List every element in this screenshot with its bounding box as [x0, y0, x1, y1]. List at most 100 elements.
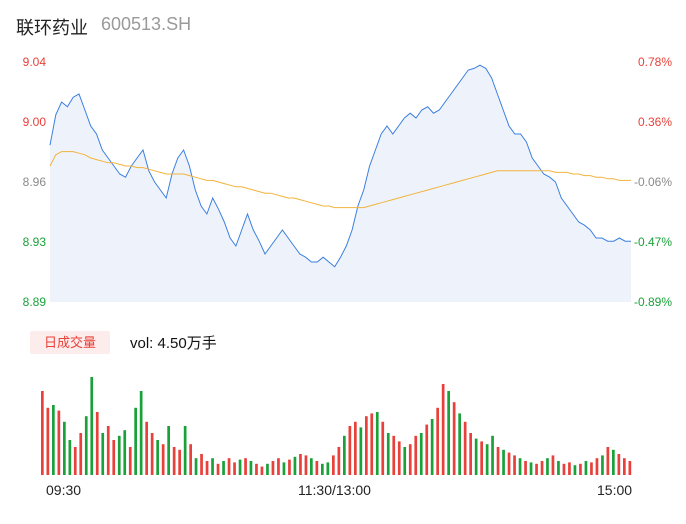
volume-bar [211, 458, 214, 475]
volume-bar [623, 458, 626, 475]
volume-bar [90, 377, 94, 475]
volume-bar [628, 461, 632, 475]
x-tick-midday: 11:30/13:00 [298, 482, 371, 498]
volume-bar [480, 441, 483, 475]
volume-bar [513, 455, 516, 475]
volume-bar [524, 461, 527, 475]
volume-bar [95, 412, 99, 475]
volume-bar [414, 435, 418, 475]
volume-bar [606, 447, 610, 475]
volume-bar [134, 407, 137, 475]
volume-bar [612, 449, 615, 475]
volume-badge: 日成交量 [30, 331, 110, 354]
volume-bar [260, 466, 264, 475]
volume-bar [52, 405, 55, 475]
volume-bar [425, 424, 429, 475]
y-tick-price-0: 9.04 [22, 55, 46, 69]
volume-bar [452, 402, 456, 475]
volume-bar [386, 433, 390, 475]
volume-bar [128, 447, 132, 475]
volume-bar [216, 463, 220, 475]
volume-bar [271, 461, 275, 475]
volume-bar [315, 461, 319, 475]
y-tick-pct-0: 0.78% [637, 55, 672, 69]
volume-bar [57, 410, 61, 475]
volume-bar [502, 449, 505, 475]
volume-bar [145, 421, 148, 475]
volume-bar [326, 462, 330, 475]
y-tick-price-2: 8.96 [22, 175, 46, 189]
volume-bar [112, 440, 116, 475]
volume-bar [139, 391, 143, 475]
volume-bar [375, 412, 379, 475]
volume-bar [441, 384, 445, 475]
volume-bar [397, 441, 401, 475]
volume-bar [227, 458, 231, 475]
volume-bar [244, 458, 247, 475]
volume-bar [557, 461, 560, 475]
volume-value: vol: 4.50万手 [130, 335, 217, 352]
price-line [49, 64, 631, 268]
volume-bar [156, 440, 159, 475]
volume-bar [233, 462, 236, 475]
volume-bar [101, 433, 105, 475]
volume-bar [447, 391, 450, 475]
volume-bar [573, 465, 577, 475]
volume-bar [343, 435, 346, 475]
volume-bar [79, 433, 83, 475]
volume-bar [365, 416, 368, 475]
y-tick-pct-2: -0.06% [633, 175, 672, 189]
volume-bar [161, 444, 165, 475]
volume-bar [590, 462, 593, 475]
y-tick-price-1: 9.00 [22, 115, 46, 129]
volume-bar [354, 421, 357, 475]
volume-bar [249, 461, 253, 475]
volume-bar [238, 459, 242, 475]
y-tick-price-4: 8.89 [22, 295, 46, 309]
volume-bar [63, 421, 66, 475]
volume-bar [568, 462, 571, 475]
volume-bar [183, 426, 187, 475]
volume-bar [73, 447, 77, 475]
volume-bar [123, 430, 127, 475]
volume-bar [150, 433, 154, 475]
y-tick-pct-3: -0.47% [633, 235, 672, 249]
volume-bar [595, 458, 599, 475]
volume-bar [601, 455, 604, 475]
volume-bar [337, 447, 341, 475]
volume-bar [535, 463, 538, 475]
volume-bar [496, 447, 500, 475]
volume-bar [41, 391, 44, 475]
volume-bar [430, 419, 434, 475]
volume-bar [332, 455, 335, 475]
average-line [49, 151, 631, 209]
volume-bar [463, 421, 467, 475]
volume-bar [485, 444, 489, 475]
volume-bar [491, 435, 494, 475]
volume-bar [518, 458, 522, 475]
volume-bar [403, 447, 407, 475]
volume-bar [359, 427, 363, 475]
x-tick-close: 15:00 [597, 482, 633, 498]
volume-bar [370, 413, 374, 475]
y-tick-pct-1: 0.36% [637, 115, 672, 129]
volume-bar [507, 452, 511, 475]
volume-bar [436, 407, 439, 475]
volume-bar [200, 454, 203, 475]
volume-bar [68, 440, 72, 475]
volume-bar [293, 456, 297, 475]
y-tick-price-3: 8.93 [22, 235, 46, 249]
volume-bar [551, 455, 555, 475]
volume-bar [189, 444, 192, 475]
volume-bar [117, 435, 121, 475]
volume-bar [288, 459, 291, 475]
y-tick-pct-4: -0.89% [633, 295, 672, 309]
volume-bar [106, 426, 110, 475]
volume-bar [540, 461, 544, 475]
volume-bar [277, 458, 280, 475]
volume-bar [310, 458, 313, 475]
volume-bar [392, 435, 396, 475]
x-tick-open: 09:30 [46, 482, 82, 498]
volume-bar [304, 455, 308, 475]
